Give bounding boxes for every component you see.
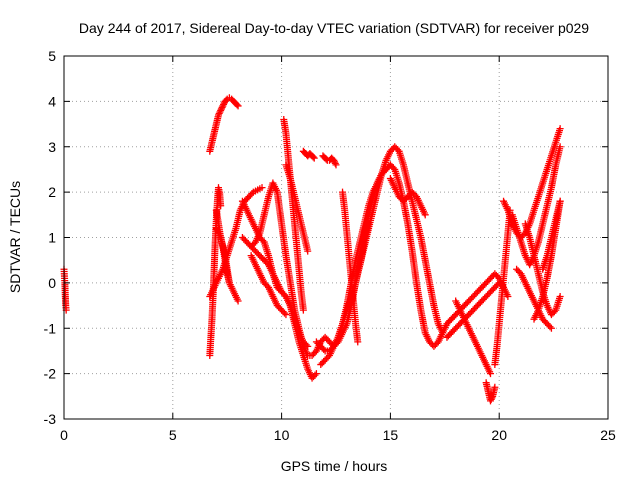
series-arc-21 xyxy=(482,379,499,405)
y-axis-label: SDTVAR / TECUs xyxy=(7,181,23,293)
series-arc-28 xyxy=(539,197,564,273)
data-point xyxy=(216,108,224,116)
data-point xyxy=(282,311,290,319)
data-point xyxy=(556,197,564,205)
data-point xyxy=(504,292,512,300)
series-arc-8 xyxy=(247,243,312,350)
data-point xyxy=(439,329,447,337)
series-arc-11 xyxy=(282,161,312,255)
y-tick-label: -2 xyxy=(44,366,57,382)
y-tick-label: 2 xyxy=(48,184,56,200)
data-point xyxy=(331,159,339,167)
data-point xyxy=(556,125,564,133)
data-point xyxy=(217,202,225,210)
y-tick-label: 5 xyxy=(48,48,56,64)
data-point xyxy=(486,370,494,378)
data-point xyxy=(312,370,320,378)
x-tick-label: 15 xyxy=(383,427,399,443)
y-tick-label: 1 xyxy=(48,230,56,246)
data-point xyxy=(320,345,328,353)
data-point xyxy=(234,297,242,305)
data-point xyxy=(309,153,317,161)
data-point xyxy=(304,247,312,255)
x-tick-label: 25 xyxy=(600,427,616,443)
data-point xyxy=(556,292,564,300)
data-point xyxy=(248,190,256,198)
data-point xyxy=(234,102,242,110)
series-arc-1 xyxy=(206,94,242,155)
data-point xyxy=(488,394,496,402)
y-tick-label: 3 xyxy=(48,139,56,155)
y-tick-label: 0 xyxy=(48,275,56,291)
series-arc-5 xyxy=(212,206,233,287)
data-point xyxy=(217,105,225,113)
data-point xyxy=(547,324,555,332)
series-arc-20 xyxy=(452,297,494,378)
series-arc-25 xyxy=(513,265,555,332)
data-point xyxy=(311,371,319,379)
data-point xyxy=(546,323,554,331)
data-point xyxy=(556,143,564,151)
x-tick-label: 20 xyxy=(491,427,507,443)
x-tick-label: 10 xyxy=(274,427,290,443)
data-point xyxy=(304,342,312,350)
data-point xyxy=(281,309,289,317)
series-arc-15 xyxy=(319,152,340,169)
data-point xyxy=(331,158,339,166)
data-point xyxy=(330,156,338,164)
data-point xyxy=(486,397,494,405)
series-arc-9 xyxy=(247,252,290,319)
grid xyxy=(64,56,608,419)
y-tick-label: -1 xyxy=(44,320,57,336)
data-point xyxy=(225,279,233,287)
axis-ticks: 0 5 10 15 20 25 -3 -2 -1 0 1 2 3 4 5 xyxy=(44,48,616,443)
data-marks xyxy=(60,94,564,405)
y-tick-label: -3 xyxy=(44,411,57,427)
data-point xyxy=(491,383,499,391)
series-arc-12 xyxy=(299,147,318,162)
data-point xyxy=(354,338,362,346)
chart-title: Day 244 of 2017, Sidereal Day-to-day VTE… xyxy=(79,20,589,36)
data-point xyxy=(421,211,429,219)
data-point xyxy=(258,184,266,192)
data-point xyxy=(310,154,318,162)
x-axis-label: GPS time / hours xyxy=(281,458,388,474)
data-point xyxy=(218,103,226,111)
x-tick-label: 0 xyxy=(60,427,68,443)
data-point xyxy=(219,102,227,110)
y-tick-label: 4 xyxy=(48,93,56,109)
series-arc-17 xyxy=(343,143,447,337)
series-arc-18 xyxy=(386,175,429,219)
data-point xyxy=(299,306,307,314)
data-point xyxy=(214,111,222,119)
data-point xyxy=(217,106,225,114)
data-point xyxy=(233,101,241,109)
x-tick-label: 5 xyxy=(169,427,177,443)
data-point xyxy=(220,100,228,108)
data-point xyxy=(302,341,310,349)
data-point xyxy=(215,109,223,117)
data-point xyxy=(332,161,340,169)
data-point xyxy=(487,395,495,403)
